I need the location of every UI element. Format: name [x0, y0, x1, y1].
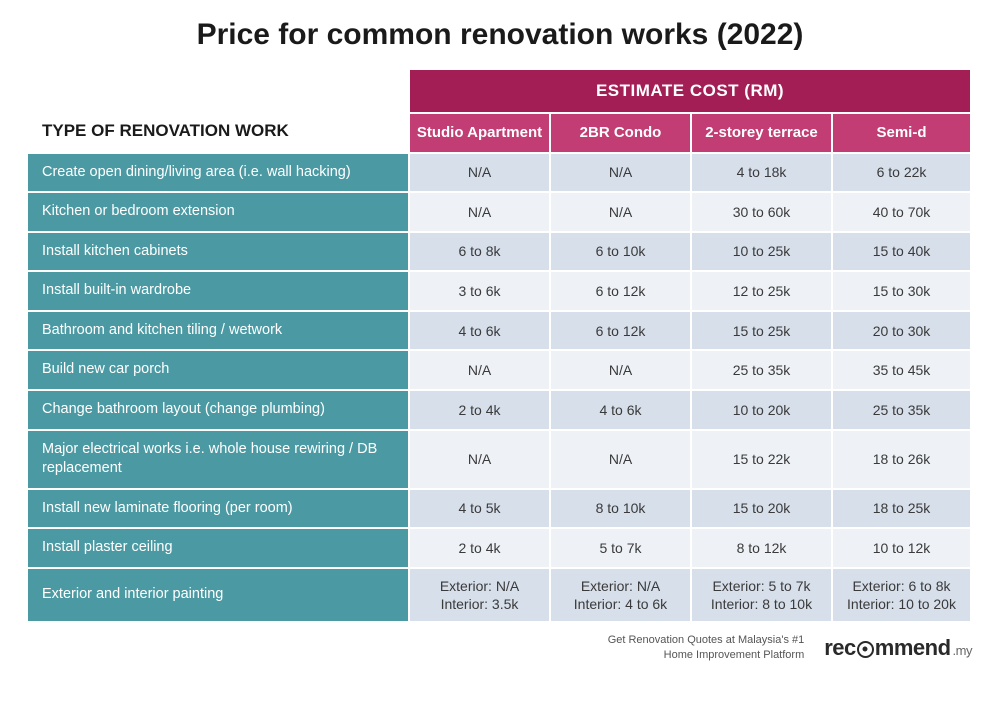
data-cell: N/A	[408, 152, 549, 192]
data-cell: 15 to 20k	[690, 488, 831, 528]
data-cell: 8 to 12k	[690, 527, 831, 567]
table-row: Bathroom and kitchen tiling / wetwork4 t…	[28, 310, 972, 350]
data-cell: 5 to 7k	[549, 527, 690, 567]
footer-line2: Home Improvement Platform	[664, 649, 805, 661]
footer: Get Renovation Quotes at Malaysia's #1 H…	[28, 633, 972, 663]
data-cell: 6 to 10k	[549, 231, 690, 271]
data-cell: 18 to 26k	[831, 429, 972, 488]
col-header-studio: Studio Apartment	[408, 112, 549, 152]
estimate-cost-header: ESTIMATE COST (RM)	[408, 70, 972, 112]
col-header-2br: 2BR Condo	[549, 112, 690, 152]
row-label: Install built-in wardrobe	[28, 270, 408, 310]
footer-tagline: Get Renovation Quotes at Malaysia's #1 H…	[608, 633, 805, 663]
data-cell: 4 to 6k	[408, 310, 549, 350]
data-cell: 3 to 6k	[408, 270, 549, 310]
data-cell: 25 to 35k	[690, 349, 831, 389]
table-row: Install built-in wardrobe3 to 6k6 to 12k…	[28, 270, 972, 310]
data-cell: 15 to 25k	[690, 310, 831, 350]
data-cell: 18 to 25k	[831, 488, 972, 528]
data-cell: 10 to 20k	[690, 389, 831, 429]
data-cell: Exterior: 6 to 8k Interior: 10 to 20k	[831, 567, 972, 623]
data-cell: N/A	[549, 429, 690, 488]
data-cell: Exterior: N/A Interior: 3.5k	[408, 567, 549, 623]
logo-text-prefix: rec	[824, 635, 856, 661]
data-cell: 30 to 60k	[690, 191, 831, 231]
row-label: Kitchen or bedroom extension	[28, 191, 408, 231]
row-label: Change bathroom layout (change plumbing)	[28, 389, 408, 429]
data-cell: 4 to 5k	[408, 488, 549, 528]
table-row: Install new laminate flooring (per room)…	[28, 488, 972, 528]
data-cell: 20 to 30k	[831, 310, 972, 350]
data-cell: 6 to 8k	[408, 231, 549, 271]
data-cell: N/A	[549, 191, 690, 231]
data-cell: 10 to 12k	[831, 527, 972, 567]
row-label: Bathroom and kitchen tiling / wetwork	[28, 310, 408, 350]
data-cell: N/A	[408, 191, 549, 231]
row-label: Create open dining/living area (i.e. wal…	[28, 152, 408, 192]
table-row: Create open dining/living area (i.e. wal…	[28, 152, 972, 192]
table-row: Major electrical works i.e. whole house …	[28, 429, 972, 488]
data-cell: 2 to 4k	[408, 527, 549, 567]
col-header-semid: Semi-d	[831, 112, 972, 152]
logo-tld: .my	[953, 643, 972, 661]
data-cell: 25 to 35k	[831, 389, 972, 429]
page-title: Price for common renovation works (2022)	[28, 18, 972, 52]
data-cell: 6 to 12k	[549, 310, 690, 350]
table-row: Kitchen or bedroom extensionN/AN/A30 to …	[28, 191, 972, 231]
logo-text-suffix: mmend	[875, 635, 951, 661]
recommend-logo: rec mmend.my	[824, 635, 972, 661]
row-label: Install new laminate flooring (per room)	[28, 488, 408, 528]
data-cell: N/A	[549, 152, 690, 192]
data-cell: Exterior: 5 to 7k Interior: 8 to 10k	[690, 567, 831, 623]
table-row: Install plaster ceiling2 to 4k5 to 7k8 t…	[28, 527, 972, 567]
data-cell: N/A	[408, 429, 549, 488]
data-cell: 6 to 22k	[831, 152, 972, 192]
data-cell: 4 to 6k	[549, 389, 690, 429]
row-header-title: TYPE OF RENOVATION WORK	[28, 70, 408, 152]
row-label: Install kitchen cabinets	[28, 231, 408, 271]
table-row: Install kitchen cabinets6 to 8k6 to 10k1…	[28, 231, 972, 271]
renovation-price-table: TYPE OF RENOVATION WORK ESTIMATE COST (R…	[28, 70, 972, 623]
data-cell: 15 to 22k	[690, 429, 831, 488]
data-cell: 15 to 40k	[831, 231, 972, 271]
table-row: Change bathroom layout (change plumbing)…	[28, 389, 972, 429]
row-label: Build new car porch	[28, 349, 408, 389]
col-header-terrace: 2-storey terrace	[690, 112, 831, 152]
data-cell: N/A	[549, 349, 690, 389]
data-cell: 8 to 10k	[549, 488, 690, 528]
table-row: Build new car porchN/AN/A25 to 35k35 to …	[28, 349, 972, 389]
footer-line1: Get Renovation Quotes at Malaysia's #1	[608, 634, 805, 646]
data-cell: 12 to 25k	[690, 270, 831, 310]
table-row: Exterior and interior paintingExterior: …	[28, 567, 972, 623]
data-cell: 35 to 45k	[831, 349, 972, 389]
data-cell: 6 to 12k	[549, 270, 690, 310]
data-cell: 15 to 30k	[831, 270, 972, 310]
data-cell: 40 to 70k	[831, 191, 972, 231]
row-label: Exterior and interior painting	[28, 567, 408, 623]
data-cell: Exterior: N/A Interior: 4 to 6k	[549, 567, 690, 623]
target-o-icon	[857, 641, 874, 658]
row-label: Install plaster ceiling	[28, 527, 408, 567]
data-cell: 10 to 25k	[690, 231, 831, 271]
data-cell: 2 to 4k	[408, 389, 549, 429]
row-label: Major electrical works i.e. whole house …	[28, 429, 408, 488]
data-cell: N/A	[408, 349, 549, 389]
data-cell: 4 to 18k	[690, 152, 831, 192]
